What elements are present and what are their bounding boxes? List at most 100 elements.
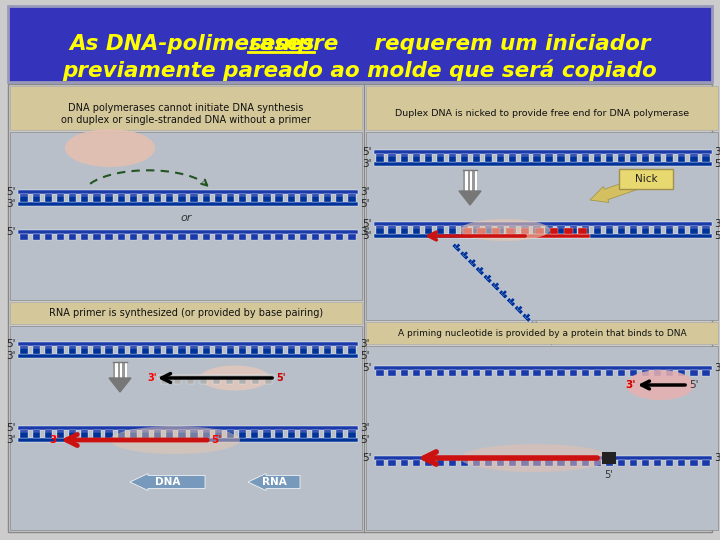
- Bar: [20, 432, 27, 438]
- Bar: [630, 156, 637, 162]
- Bar: [549, 228, 558, 234]
- Bar: [449, 226, 456, 232]
- Bar: [606, 154, 613, 160]
- Ellipse shape: [626, 370, 694, 400]
- Bar: [166, 194, 174, 200]
- Bar: [117, 234, 125, 240]
- Bar: [10, 302, 362, 324]
- Bar: [94, 194, 101, 200]
- Bar: [534, 154, 541, 160]
- Bar: [534, 370, 541, 376]
- Bar: [437, 370, 444, 376]
- Bar: [227, 346, 234, 352]
- Bar: [287, 348, 295, 354]
- Bar: [202, 346, 210, 352]
- Bar: [535, 228, 544, 234]
- Bar: [105, 432, 113, 438]
- Bar: [594, 460, 601, 466]
- Bar: [186, 379, 194, 384]
- Bar: [117, 430, 125, 436]
- Bar: [654, 460, 661, 466]
- Bar: [166, 432, 174, 438]
- Bar: [514, 306, 523, 314]
- Bar: [276, 194, 283, 200]
- Bar: [179, 346, 186, 352]
- Bar: [530, 321, 539, 330]
- Bar: [618, 370, 625, 376]
- Bar: [618, 156, 625, 162]
- Bar: [251, 234, 258, 240]
- Bar: [166, 196, 174, 202]
- Bar: [142, 234, 149, 240]
- Bar: [509, 228, 516, 234]
- Ellipse shape: [460, 219, 550, 241]
- Bar: [485, 156, 492, 162]
- Bar: [602, 452, 616, 464]
- Bar: [154, 346, 161, 352]
- Bar: [113, 362, 115, 378]
- Bar: [465, 170, 468, 191]
- Bar: [32, 234, 40, 240]
- Bar: [509, 154, 516, 160]
- Text: 5': 5': [6, 227, 16, 237]
- Bar: [94, 432, 101, 438]
- Bar: [473, 156, 480, 162]
- Bar: [413, 226, 420, 232]
- Text: 3': 3': [362, 231, 372, 241]
- Bar: [300, 194, 307, 200]
- Bar: [461, 370, 468, 376]
- Bar: [545, 336, 554, 346]
- Bar: [374, 234, 712, 238]
- Bar: [287, 194, 295, 200]
- Bar: [377, 156, 384, 162]
- Bar: [630, 228, 637, 234]
- Bar: [630, 154, 637, 160]
- Bar: [212, 379, 220, 384]
- Bar: [413, 370, 420, 376]
- Bar: [449, 154, 456, 160]
- Bar: [521, 370, 528, 376]
- Bar: [227, 432, 234, 438]
- Bar: [324, 432, 331, 438]
- Bar: [557, 154, 564, 160]
- Text: 5': 5': [362, 219, 372, 229]
- Bar: [413, 460, 420, 466]
- Text: 3': 3': [360, 187, 369, 197]
- Bar: [538, 329, 546, 338]
- Text: 3': 3': [148, 373, 157, 383]
- FancyArrow shape: [130, 474, 205, 490]
- Text: Duplex DNA is nicked to provide free end for DNA polymerase: Duplex DNA is nicked to provide free end…: [395, 109, 689, 118]
- Bar: [57, 430, 64, 436]
- Bar: [202, 430, 210, 436]
- Bar: [473, 460, 480, 466]
- Bar: [473, 370, 480, 376]
- Text: 5': 5': [6, 187, 16, 197]
- Bar: [324, 234, 331, 240]
- Bar: [20, 346, 27, 352]
- Bar: [690, 460, 698, 466]
- Bar: [115, 362, 117, 378]
- Bar: [654, 370, 661, 376]
- Bar: [449, 370, 456, 376]
- Bar: [57, 194, 64, 200]
- Bar: [166, 346, 174, 352]
- Bar: [69, 346, 76, 352]
- Bar: [312, 194, 319, 200]
- Bar: [81, 194, 89, 200]
- Bar: [225, 379, 233, 384]
- Text: As DNA-polimerases        requerem um iniciador: As DNA-polimerases requerem um iniciador: [69, 34, 651, 54]
- Bar: [374, 366, 712, 370]
- Bar: [142, 346, 149, 352]
- Bar: [117, 348, 125, 354]
- Bar: [336, 432, 343, 438]
- Bar: [161, 379, 168, 384]
- Bar: [300, 348, 307, 354]
- Bar: [618, 228, 625, 234]
- Polygon shape: [109, 378, 131, 392]
- Bar: [449, 156, 456, 162]
- Bar: [130, 346, 137, 352]
- Bar: [158, 375, 275, 379]
- Bar: [463, 170, 465, 191]
- Bar: [105, 346, 113, 352]
- Bar: [654, 226, 661, 232]
